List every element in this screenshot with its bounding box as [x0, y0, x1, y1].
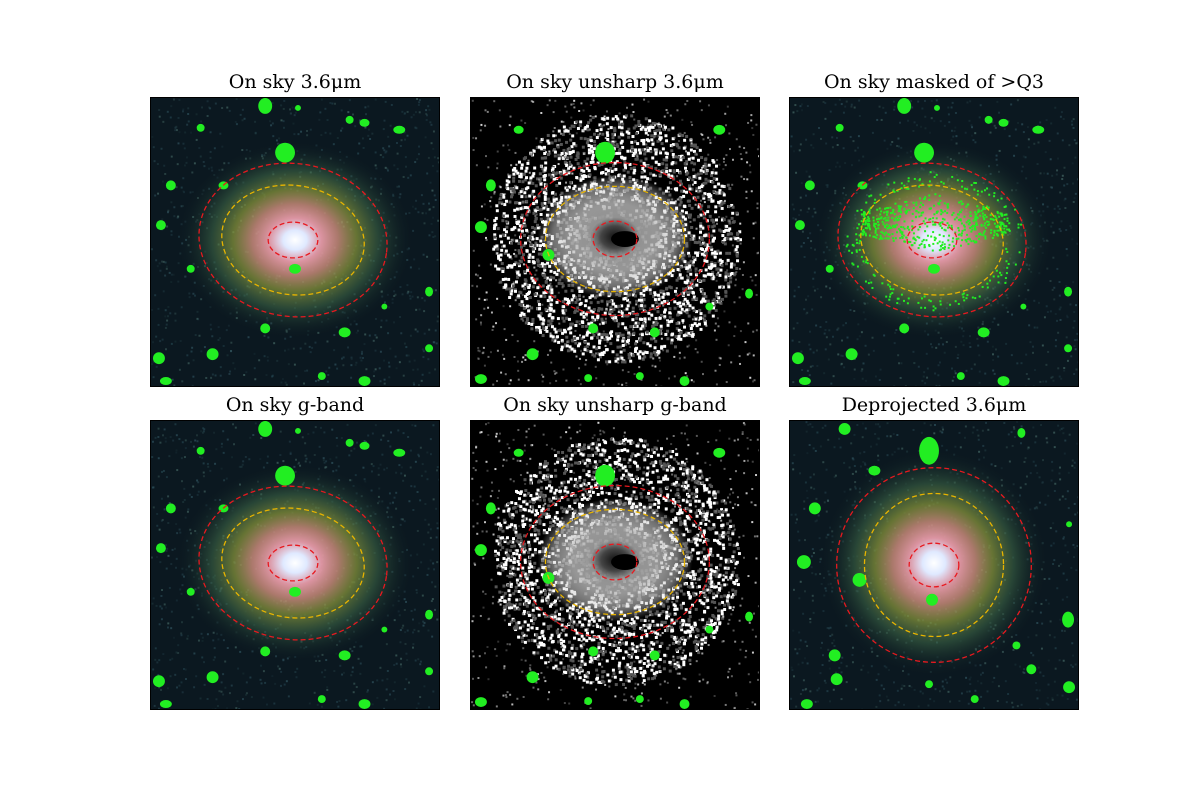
panel-unsharp-36um [470, 97, 760, 387]
panel-title-1: On sky 3.6μm [228, 71, 362, 93]
panel-unsharp-gband [470, 420, 760, 710]
galaxy-image [471, 421, 759, 709]
panel-on-sky-gband [150, 420, 440, 710]
galaxy-image [790, 421, 1078, 709]
galaxy-image [151, 421, 439, 709]
panel-title-6: Deprojected 3.6μm [841, 394, 1027, 416]
panel-on-sky-36um [150, 97, 440, 387]
galaxy-image [790, 98, 1078, 386]
galaxy-image [151, 98, 439, 386]
panel-masked-q3 [789, 97, 1079, 387]
panel-deprojected-36um [789, 420, 1079, 710]
galaxy-image [471, 98, 759, 386]
panel-title-4: On sky g-band [225, 394, 365, 416]
panel-title-5: On sky unsharp g-band [503, 394, 727, 416]
panel-title-2: On sky unsharp 3.6μm [506, 71, 724, 93]
panel-title-3: On sky masked of >Q3 [823, 71, 1045, 93]
